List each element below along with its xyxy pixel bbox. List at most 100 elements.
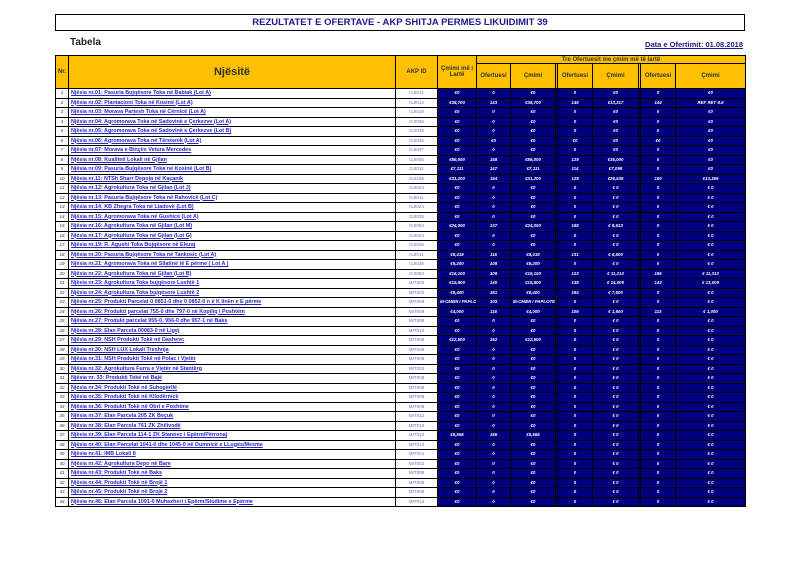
unit-link[interactable]: Njësia nr.01: Pasuria Bujqësore Toka në …: [68, 88, 396, 99]
unit-link[interactable]: Njësia nr.38: Elan Parcela 761 ZK Zhiliv…: [68, 420, 396, 431]
price-2: €0: [592, 135, 639, 146]
bidder-1: 0: [476, 88, 511, 99]
price-3: €0: [675, 126, 746, 137]
highest-price: €0: [437, 458, 477, 469]
price-3: € 0: [675, 202, 746, 213]
bidder-2: 0: [557, 240, 593, 251]
unit-link[interactable]: Njësia nr.25: Produkti Parcelat 0 0851-0…: [68, 297, 396, 308]
unit-link[interactable]: Njësia nr.15: Agromorava Toka në Gushicë…: [68, 211, 396, 222]
unit-link[interactable]: Njësia nr.24: Agrokultura Toka bujqësore…: [68, 287, 396, 298]
bidder-1: 109: [476, 268, 511, 279]
bidder-2: 0: [557, 382, 593, 393]
unit-link[interactable]: Njësia nr.28: Elan Parcela 00083-0 në Li…: [68, 325, 396, 336]
bidder-3: 0: [640, 259, 676, 270]
unit-link[interactable]: Njësia nr.46: Elan Parcela 1091-0 Muhaxh…: [68, 496, 396, 507]
price-3: € 0: [675, 316, 746, 327]
unit-link[interactable]: Njësia nr.26: Produkti parcelat 755-0 dh…: [68, 306, 396, 317]
price-1: €0: [510, 192, 556, 203]
unit-link[interactable]: Njësia nr.30: NSH LUX Lokali Treshnja: [68, 344, 396, 355]
unit-link[interactable]: Njësia nr.07: Morava e Binçës Vetura Mer…: [68, 145, 396, 156]
bidder-1: 0: [476, 420, 511, 431]
unit-link[interactable]: Njësia nr.31: NSH Produkti Tokë në Polac…: [68, 354, 396, 365]
table-row: 24 Njësia nr.26: Produkti parcelat 755-0 …: [55, 306, 746, 317]
unit-link[interactable]: Njësia nr. 33: Produkti Tokë në Bajë: [68, 373, 396, 384]
bidder-1: 0: [476, 468, 511, 479]
unit-link[interactable]: Njësia nr.12: Agrokultura Toka në Gjilan…: [68, 183, 396, 194]
unit-link[interactable]: Njësia nr.19: R. Agushi Toka Bujqësore n…: [68, 240, 396, 251]
bidder-2: 0: [557, 458, 593, 469]
unit-link[interactable]: Njësia nr.05: Agromorava Toka në Sadovin…: [68, 126, 396, 137]
unit-link[interactable]: Njësia nr.08: Kualiteti Lokali në Gjilan: [68, 154, 396, 165]
akp-id: MIT012: [395, 439, 438, 450]
unit-link[interactable]: Njësia nr.35: Produkti Tokë në Kllodërni…: [68, 392, 396, 403]
price-3: € 0: [675, 344, 746, 355]
price-2: € 0: [592, 325, 639, 336]
table-row: 19 Njësia nr.21: Agromorava Toka në Sllat…: [55, 259, 746, 270]
unit-link[interactable]: Njësia nr.17: Agrokultura Toka në Gjilan…: [68, 230, 396, 241]
unit-link[interactable]: Njësia nr.32: Agrokultura Furra e Vjetër…: [68, 363, 396, 374]
bidder-3: 0: [640, 344, 676, 355]
unit-link[interactable]: Njësia nr.27: Produkt parcelat 955-0, 95…: [68, 316, 396, 327]
unit-link[interactable]: Njësia nr.45: Produkti Tokë në Brojë 2: [68, 487, 396, 498]
akp-id: MIT008: [395, 468, 438, 479]
unit-link[interactable]: Njësia nr.03: Morava Partesh Toka në Cër…: [68, 107, 396, 118]
unit-link[interactable]: Njësia nr.41: IMB Lokali 8: [68, 449, 396, 460]
highest-price: €4,000: [437, 306, 477, 317]
bidder-3: 0: [640, 287, 676, 298]
price-3: € 0: [675, 392, 746, 403]
unit-link[interactable]: Njësia nr.22: Agrokultura Toka në Gjilan…: [68, 268, 396, 279]
unit-link[interactable]: Njësia nr.09: Pasuria Bujqësore Toka në …: [68, 164, 396, 175]
akp-id: GJI037: [395, 145, 438, 156]
row-number: 10: [55, 173, 69, 184]
bidder-3: 0: [640, 221, 676, 232]
table-row: 7 Njësia nr.07: Morava e Binçës Vetura Me…: [55, 145, 746, 156]
price-2: €0: [592, 116, 639, 127]
price-1: €0: [510, 316, 556, 327]
unit-link[interactable]: Njësia nr.29: NSH Produkti Tokë në Dashe…: [68, 335, 396, 346]
unit-link[interactable]: Njësia nr.20: Pasuria Bujqësore Toka në …: [68, 249, 396, 260]
table-row: 17 Njësia nr.19: R. Agushi Toka Bujqësore…: [55, 240, 746, 251]
unit-link[interactable]: Njësia nr.23: Agrokultura Toka bujqësore…: [68, 278, 396, 289]
unit-link[interactable]: Njësia nr.13: Pasuria Bujqësore Toka në …: [68, 192, 396, 203]
unit-link[interactable]: Njësia nr.36: Produkti Tokë në Obri e Po…: [68, 401, 396, 412]
bidder-1: 0: [476, 373, 511, 384]
table-row: 20 Njësia nr.22: Agrokultura Toka në Gjil…: [55, 268, 746, 279]
table-row: 37 Njësia nr.39: Elan Parcela 114-1 ZK St…: [55, 430, 746, 441]
bidder-2: 0: [557, 183, 593, 194]
unit-link[interactable]: Njësia nr.37: Elan Parcela 205 ZK Beçuk: [68, 411, 396, 422]
unit-link[interactable]: Njësia nr.39: Elan Parcela 114-1 ZK Stan…: [68, 430, 396, 441]
page-title: REZULTATET E OFERTAVE - AKP SHITJA PERME…: [55, 14, 745, 31]
unit-link[interactable]: Njësia nr.14: KB Zhegra Toka në Lladovë …: [68, 202, 396, 213]
price-1: M-CMIMI I PAPLOTES: [510, 297, 556, 308]
bidder-3: 0: [640, 202, 676, 213]
unit-link[interactable]: Njësia nr.44: Produkti Tokë në Brojë 1: [68, 477, 396, 488]
price-2: € 0: [592, 259, 639, 270]
unit-link[interactable]: Njësia nr.21: Agromorava Toka në Sllatin…: [68, 259, 396, 270]
unit-link[interactable]: Njësia nr.02: Plantacioni Toka në Kosinë…: [68, 97, 396, 108]
row-number: 40: [55, 458, 69, 469]
unit-link[interactable]: Njësia nr.16: Agrokultura Toka në Gjilan…: [68, 221, 396, 232]
table-row: 34 Njësia nr.36: Produkti Tokë në Obri e …: [55, 401, 746, 412]
unit-link[interactable]: Njësia nr.40: Elan Parcelat 1041-0 dhe 1…: [68, 439, 396, 450]
bidder-2: 184: [557, 287, 593, 298]
table-row: 5 Njësia nr.05: Agromorava Toka në Sadovi…: [55, 126, 746, 137]
unit-link[interactable]: Njësia nr.34: Produkti Tokë në Suhogërll…: [68, 382, 396, 393]
unit-link[interactable]: Njësia nr.42: Agrokultura Depo në Bare: [68, 458, 396, 469]
akp-id: GJI018: [395, 107, 438, 118]
price-2: € 14,000: [592, 278, 639, 289]
price-3: € 0: [675, 477, 746, 488]
unit-link[interactable]: Njësia nr.43: Produkti Tokë në Baks: [68, 468, 396, 479]
highest-price: €24,000: [437, 221, 477, 232]
price-1: €0: [510, 420, 556, 431]
unit-link[interactable]: Njësia nr.04: Agromorava Toka në Sadovin…: [68, 116, 396, 127]
price-1: €0: [510, 240, 556, 251]
bidder-2: 106: [557, 306, 593, 317]
bidder-1: 0: [476, 354, 511, 365]
unit-link[interactable]: Njësia nr.11: NTSh Sharr Depoja në Kaçan…: [68, 173, 396, 184]
price-3: € 0: [675, 401, 746, 412]
bidder-3: 0: [640, 401, 676, 412]
unit-link[interactable]: Njësia nr.06: Agromorava Toka në Tërsten…: [68, 135, 396, 146]
price-1: €0: [510, 496, 556, 507]
price-1: €0: [510, 183, 556, 194]
bidder-3: 0: [640, 211, 676, 222]
